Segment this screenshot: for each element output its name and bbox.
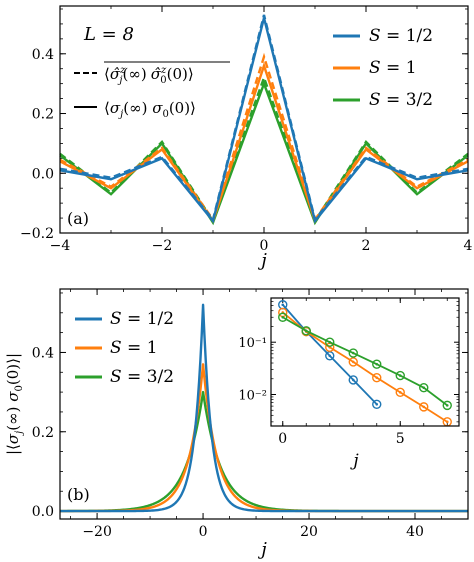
a-xtick-label: −4 <box>50 238 71 254</box>
b-ytick-label: 0.4 <box>32 345 54 361</box>
i-point <box>419 402 429 412</box>
b-xtick-label: 20 <box>300 524 318 540</box>
b-legend-label: S = 3/2 <box>110 367 174 387</box>
i-point <box>348 357 358 367</box>
i-ytick-label: 10⁻² <box>238 389 267 404</box>
a-ytick-label: 0.0 <box>32 166 54 182</box>
panel-a-xlabel: j <box>257 250 267 271</box>
i-point <box>419 382 429 393</box>
i-point <box>372 399 382 409</box>
i-point-dot <box>375 362 379 366</box>
i-point <box>372 359 382 369</box>
panel-b-series <box>59 303 468 513</box>
i-point-dot <box>422 386 426 389</box>
panel-b-frame <box>59 288 469 520</box>
a-line-dashed <box>59 14 469 223</box>
i-point-dot <box>398 374 402 377</box>
inset-plot: 0 5 10⁻¹ 10⁻² j <box>238 297 460 471</box>
a-xtick-label: 4 <box>464 238 473 254</box>
panel-b-label: (b) <box>67 485 90 504</box>
b-xtick-label: −20 <box>82 524 112 540</box>
panel-a-label: (a) <box>67 209 89 228</box>
panel-b-legend: S = 1/2 S = 1 S = 3/2 <box>75 309 174 387</box>
panel-b: −20 0 20 400.00.20.4 (b) j |⟨σj(∞) σ0(0)⟩| … <box>4 288 469 560</box>
panel-a-series <box>59 14 469 226</box>
i-point-dot <box>422 405 426 409</box>
legend-solid-label: ⟨σj(∞) σ0(0)⟩ <box>104 99 196 120</box>
i-point <box>348 348 358 358</box>
i-point-dot <box>281 315 285 319</box>
i-point <box>278 312 288 322</box>
b-xtick-label: 0 <box>199 524 208 540</box>
panel-a: −4 −2 0 2 4 −0.2 0.0 0.2 0.4 (a) j L = 8 ⟨σ̂z j(∞… <box>20 5 473 271</box>
a-line-dashed <box>59 52 469 223</box>
panel-a-legend: S = 1/2 S = 1 S = 3/2 <box>333 26 433 110</box>
panel-a-frame <box>59 5 469 234</box>
i-point-dot <box>375 402 379 406</box>
i-point-dot <box>351 351 355 355</box>
b-line <box>60 303 468 513</box>
i-xtick-label: 0 <box>278 431 287 447</box>
b-ytick-label: 0.2 <box>32 425 54 441</box>
i-point-dot <box>398 391 402 394</box>
inset-frame <box>270 297 460 427</box>
legend-dashed-label: ⟨σ̂z j(∞) σ̂z 0(0)⟩ <box>104 65 194 86</box>
inset-series <box>278 300 452 427</box>
i-point-dot <box>351 360 355 364</box>
i-point-dot <box>445 404 449 407</box>
a-ytick-label: 0.4 <box>32 47 54 63</box>
panel-b-xlabel: j <box>257 539 267 560</box>
i-point <box>442 400 452 411</box>
i-point <box>372 372 382 383</box>
i-point <box>325 337 335 347</box>
i-ytick-label: 10⁻¹ <box>238 336 267 351</box>
i-point-dot <box>351 378 355 382</box>
i-point-dot <box>445 420 449 424</box>
panel-b-ylabel: |⟨σj(∞) σ0(0)⟩| <box>4 353 25 455</box>
i-point-dot <box>328 340 332 344</box>
inset-xlabel: j <box>349 451 359 471</box>
a-xtick-label: 0 <box>260 238 269 254</box>
annotation-L: L = 8 <box>83 24 134 45</box>
a-ytick-label: −0.2 <box>20 226 54 242</box>
i-xtick-label: 5 <box>396 431 405 447</box>
i-point <box>301 326 311 336</box>
b-ytick-label: 0.0 <box>32 504 54 520</box>
a-legend-label: S = 1/2 <box>369 26 433 46</box>
i-point-dot <box>281 303 285 307</box>
i-point <box>395 370 405 381</box>
a-xtick-label: 2 <box>362 238 371 254</box>
a-xtick-label: −2 <box>152 238 173 254</box>
i-point <box>395 387 405 398</box>
i-point-dot <box>328 354 332 358</box>
b-legend-label: S = 1 <box>110 338 158 358</box>
b-xtick-label: 40 <box>406 524 424 540</box>
a-legend-label: S = 3/2 <box>369 90 433 110</box>
i-point-dot <box>304 329 308 333</box>
a-ytick-label: 0.2 <box>32 107 54 123</box>
i-point <box>348 375 358 385</box>
i-point-dot <box>375 376 379 379</box>
b-legend-label: S = 1/2 <box>110 309 174 329</box>
a-legend-label: S = 1 <box>369 58 417 78</box>
